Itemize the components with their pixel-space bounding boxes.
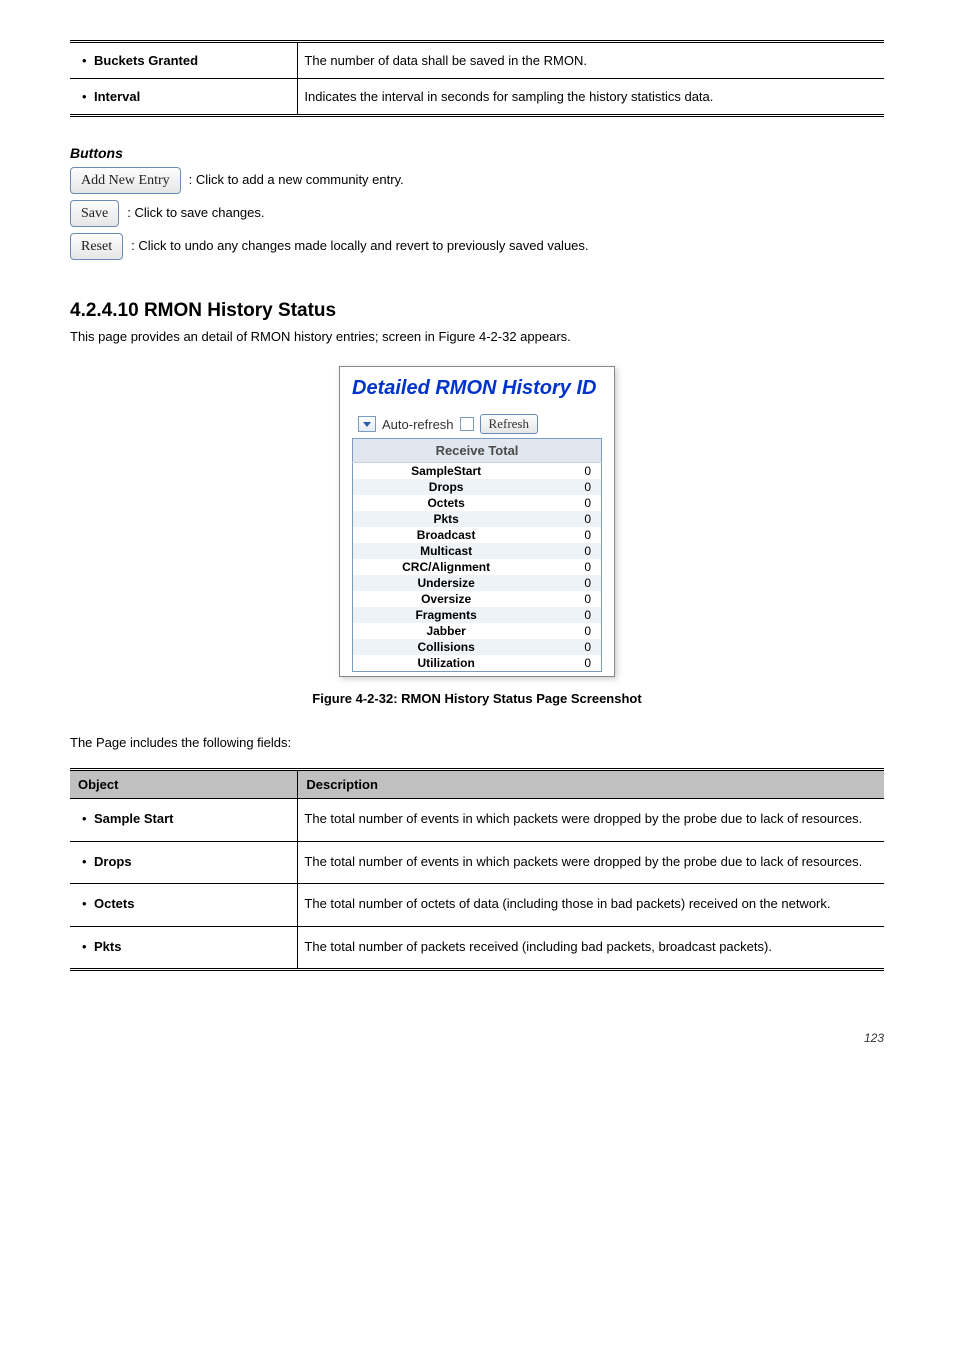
param-label: Drops — [94, 852, 132, 872]
stat-name: Collisions — [353, 639, 540, 655]
reset-button[interactable]: Reset — [70, 233, 123, 260]
stat-name: CRC/Alignment — [353, 559, 540, 575]
stat-value: 0 — [539, 575, 601, 591]
stat-row: Jabber0 — [353, 623, 602, 639]
figure-panel: Detailed RMON History ID Auto-refresh Re… — [339, 366, 615, 677]
stat-row: Multicast0 — [353, 543, 602, 559]
table-row: •IntervalIndicates the interval in secon… — [70, 79, 884, 116]
stat-name: Octets — [353, 495, 540, 511]
stat-name: Fragments — [353, 607, 540, 623]
stat-name: SampleStart — [353, 463, 540, 480]
stat-row: Pkts0 — [353, 511, 602, 527]
param-object-cell: •Drops — [70, 841, 298, 884]
section-intro-text-2: appears. — [517, 329, 571, 344]
param-desc-cell: The number of data shall be saved in the… — [298, 42, 884, 79]
button-line: Save : Click to save changes. — [70, 200, 884, 227]
stat-value: 0 — [539, 607, 601, 623]
param-object-cell: •Octets — [70, 884, 298, 927]
stat-row: Utilization0 — [353, 655, 602, 672]
figure-caption: Figure 4-2-32: RMON History Status Page … — [70, 691, 884, 706]
save-button[interactable]: Save — [70, 200, 119, 227]
params-head-object: Object — [70, 770, 298, 799]
figure-ref-link: Figure 4-2-32 — [439, 329, 517, 344]
stat-value: 0 — [539, 511, 601, 527]
stat-row: Octets0 — [353, 495, 602, 511]
param-desc-cell: The total number of events in which pack… — [298, 841, 884, 884]
params-intro: The Page includes the following fields: — [70, 734, 884, 752]
param-label: Interval — [94, 89, 140, 104]
buttons-heading: Buttons — [70, 145, 884, 161]
param-object-cell: •Pkts — [70, 926, 298, 970]
param-desc-cell: The total number of events in which pack… — [298, 799, 884, 842]
section-intro: This page provides an detail of RMON his… — [70, 328, 884, 346]
stat-row: Drops0 — [353, 479, 602, 495]
button-desc: : Click to undo any changes made locally… — [131, 238, 588, 253]
table-row: •Buckets GrantedThe number of data shall… — [70, 42, 884, 79]
table-row: •DropsThe total number of events in whic… — [70, 841, 884, 884]
table-row: •OctetsThe total number of octets of dat… — [70, 884, 884, 927]
stat-name: Oversize — [353, 591, 540, 607]
stat-row: Broadcast0 — [353, 527, 602, 543]
param-desc-cell: The total number of octets of data (incl… — [298, 884, 884, 927]
stat-value: 0 — [539, 495, 601, 511]
stat-value: 0 — [539, 559, 601, 575]
button-line: Reset : Click to undo any changes made lo… — [70, 233, 884, 260]
stat-name: Jabber — [353, 623, 540, 639]
params-table: Object Description •Sample StartThe tota… — [70, 768, 884, 971]
table-header: Receive Total — [353, 439, 602, 463]
stat-value: 0 — [539, 591, 601, 607]
table-row: •PktsThe total number of packets receive… — [70, 926, 884, 970]
dropdown-selector[interactable] — [358, 416, 376, 432]
figure-wrap: Detailed RMON History ID Auto-refresh Re… — [70, 366, 884, 677]
autorefresh-label: Auto-refresh — [382, 417, 454, 432]
stat-row: SampleStart0 — [353, 463, 602, 480]
button-desc: : Click to add a new community entry. — [189, 172, 404, 187]
stat-value: 0 — [539, 543, 601, 559]
stat-row: Fragments0 — [353, 607, 602, 623]
stat-name: Undersize — [353, 575, 540, 591]
param-object-cell: •Buckets Granted — [70, 42, 298, 79]
param-object-cell: •Sample Start — [70, 799, 298, 842]
param-desc-cell: The total number of packets received (in… — [298, 926, 884, 970]
button-line: Add New Entry : Click to add a new commun… — [70, 167, 884, 194]
figure-toolbar: Auto-refresh Refresh — [352, 414, 602, 434]
page-number: 123 — [70, 1031, 884, 1045]
param-object-cell: •Interval — [70, 79, 298, 116]
stat-name: Utilization — [353, 655, 540, 672]
stat-name: Pkts — [353, 511, 540, 527]
params-head-desc: Description — [298, 770, 884, 799]
param-desc-cell: Indicates the interval in seconds for sa… — [298, 79, 884, 116]
section-intro-text-1: This page provides an detail of RMON his… — [70, 329, 439, 344]
figure-title: Detailed RMON History ID — [352, 377, 602, 400]
stat-value: 0 — [539, 655, 601, 672]
stat-name: Broadcast — [353, 527, 540, 543]
param-label: Octets — [94, 894, 134, 914]
stat-name: Drops — [353, 479, 540, 495]
rmon-history-table: Receive Total SampleStart0Drops0Octets0P… — [352, 438, 602, 672]
param-label: Buckets Granted — [94, 53, 198, 68]
param-label: Sample Start — [94, 809, 173, 829]
table-row: •Sample StartThe total number of events … — [70, 799, 884, 842]
button-desc: : Click to save changes. — [127, 205, 264, 220]
refresh-button[interactable]: Refresh — [480, 414, 538, 434]
stat-value: 0 — [539, 479, 601, 495]
stat-value: 0 — [539, 527, 601, 543]
stat-name: Multicast — [353, 543, 540, 559]
stat-row: Undersize0 — [353, 575, 602, 591]
param-label: Pkts — [94, 937, 121, 957]
stat-value: 0 — [539, 639, 601, 655]
stat-value: 0 — [539, 623, 601, 639]
stat-row: Oversize0 — [353, 591, 602, 607]
params-table-top: •Buckets GrantedThe number of data shall… — [70, 40, 884, 117]
section-heading: 4.2.4.10 RMON History Status — [70, 300, 884, 322]
stat-row: CRC/Alignment0 — [353, 559, 602, 575]
autorefresh-checkbox[interactable] — [460, 417, 474, 431]
add-new-entry-button[interactable]: Add New Entry — [70, 167, 181, 194]
stat-row: Collisions0 — [353, 639, 602, 655]
stat-value: 0 — [539, 463, 601, 480]
buttons-section: Buttons Add New Entry : Click to add a ne… — [70, 145, 884, 260]
